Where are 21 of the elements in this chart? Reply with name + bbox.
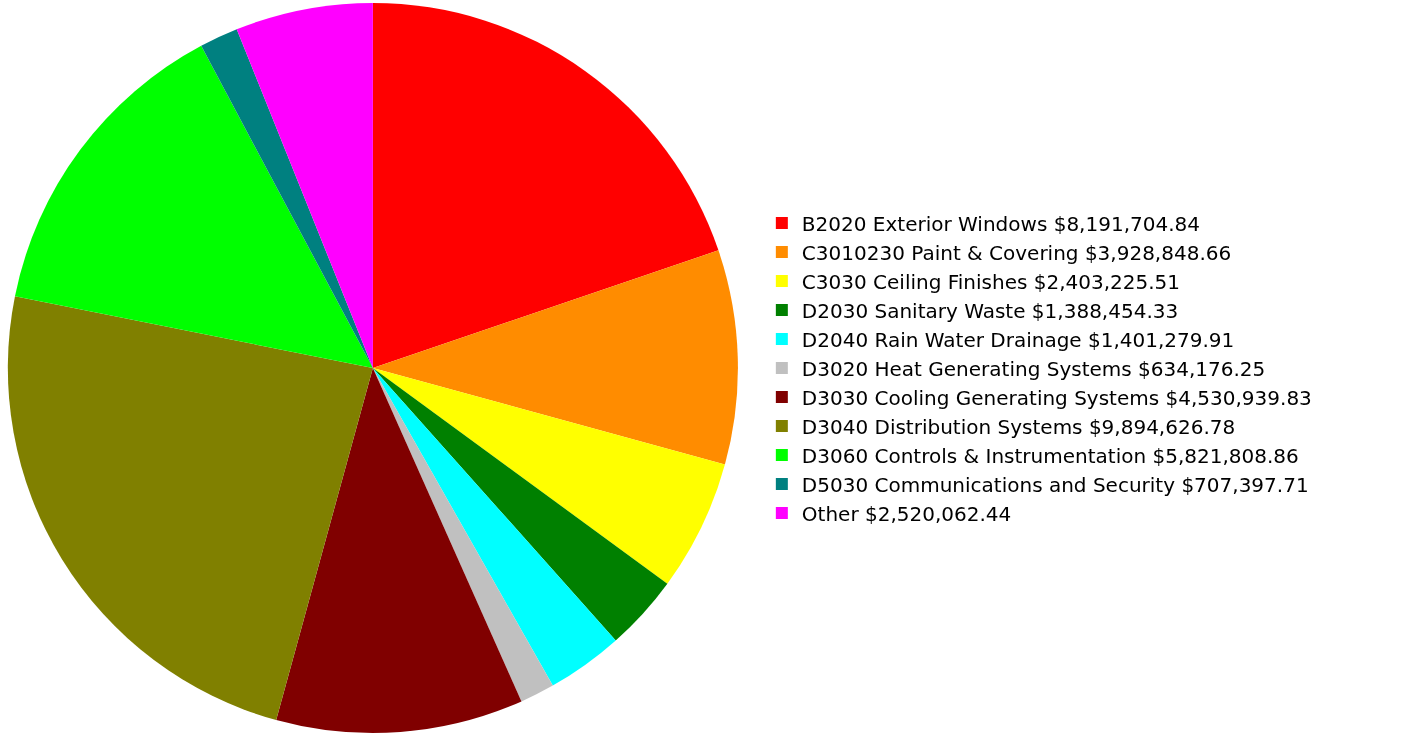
pie-slice — [372, 368, 553, 702]
legend-label: D3040 Distribution Systems $9,894,626.78 — [801, 414, 1236, 439]
pie-slice — [276, 368, 522, 733]
legend-label: D3060 Controls & Instrumentation $5,821,808.86 — [801, 443, 1299, 468]
pie-slice — [372, 368, 725, 584]
legend-label: C3010230 Paint & Covering $3,928,848.66 — [801, 240, 1232, 265]
legend-label: D3020 Heat Generating Systems $634,176.25 — [801, 356, 1266, 381]
legend-label: Other $2,520,062.44 — [801, 501, 1012, 526]
pie-slice — [8, 296, 373, 720]
legend-label: D5030 Communications and Security $707,397.71 — [801, 472, 1309, 497]
pie-slice — [372, 250, 738, 465]
legend-label: D2030 Sanitary Waste $1,388,454.33 — [801, 298, 1179, 323]
pie-slice — [236, 2, 373, 368]
pie-slice — [372, 2, 719, 368]
pie-slice — [372, 368, 668, 641]
legend-label: D2040 Rain Water Drainage $1,401,279.91 — [801, 327, 1235, 352]
pie-slice — [14, 45, 373, 368]
legend-label: D3030 Cooling Generating Systems $4,530,939.83 — [801, 385, 1312, 410]
legend-label: C3030 Ceiling Finishes $2,403,225.51 — [801, 269, 1181, 294]
legend-label: B2020 Exterior Windows $8,191,704.84 — [801, 211, 1200, 236]
pie-slice — [372, 368, 616, 686]
